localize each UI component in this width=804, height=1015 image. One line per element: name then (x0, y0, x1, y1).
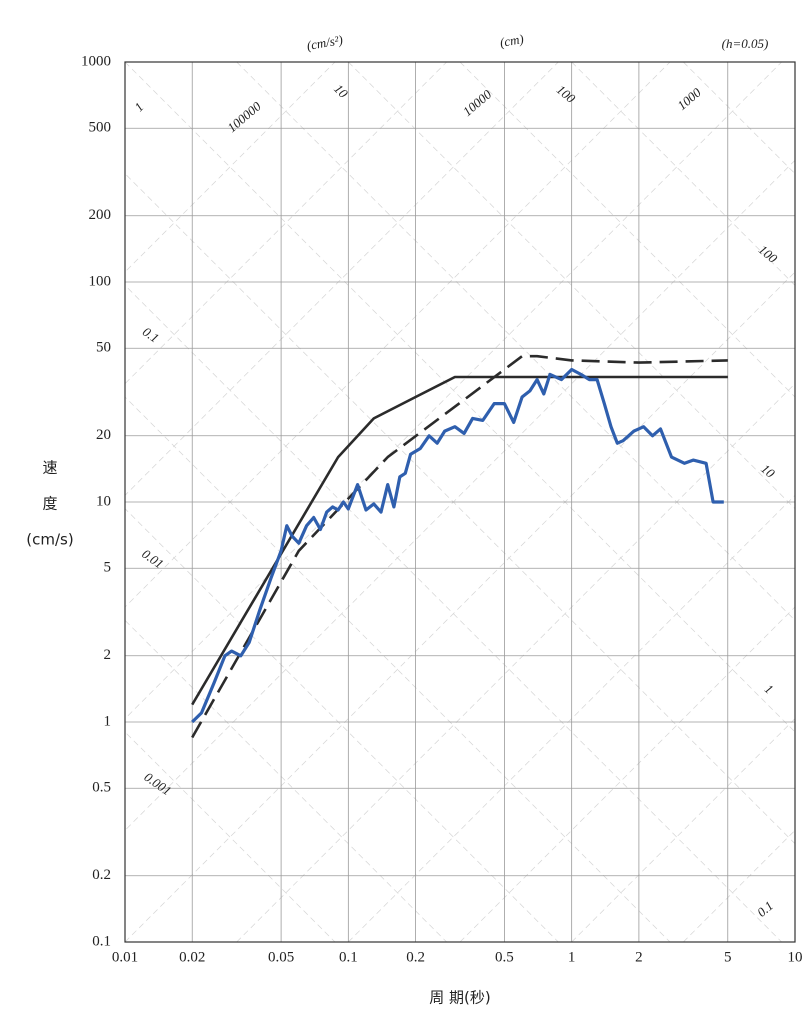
series-line (191, 375, 728, 706)
annotation: 0.01 (139, 546, 166, 571)
plot-frame (124, 61, 796, 943)
annotation: 10 (758, 461, 778, 481)
y-tick-label: 200 (89, 207, 112, 223)
y-tick-label: 20 (96, 427, 111, 443)
annotation: 1 (762, 681, 777, 697)
annotation: 100 (756, 242, 781, 266)
x-tick-label: 0.5 (495, 949, 514, 965)
series-line (191, 354, 728, 739)
y-tick-label: 500 (89, 120, 112, 136)
diagonal-line (794, 62, 795, 63)
y-tick-label: 2 (104, 647, 112, 663)
y-axis-label: (cm/s) (26, 531, 73, 549)
x-tick-label: 0.1 (339, 949, 358, 965)
y-axis-label: 度 (42, 495, 57, 513)
annotation: 1 (131, 99, 146, 114)
x-tick-label: 0.02 (179, 949, 205, 965)
x-tick-label: 5 (724, 949, 732, 965)
annotation: 100 (554, 82, 579, 106)
annotation: 1000 (674, 84, 704, 113)
x-tick-label: 10 (788, 949, 803, 965)
x-tick-label: 2 (635, 949, 643, 965)
x-tick-label: 0.05 (268, 949, 294, 965)
y-tick-label: 0.2 (92, 867, 111, 883)
y-tick-label: 50 (96, 340, 111, 356)
annotation: (h=0.05) (722, 36, 769, 51)
series-line (191, 367, 724, 724)
y-tick-label: 1000 (81, 53, 111, 69)
y-tick-label: 0.5 (92, 780, 111, 796)
x-tick-label: 1 (568, 949, 576, 965)
annotation: 0.1 (754, 898, 776, 920)
y-tick-label: 5 (104, 560, 112, 576)
annotation: (cm/s²) (306, 32, 344, 53)
diagonal-line (794, 941, 795, 942)
x-axis-label: 周 期(秒) (429, 989, 490, 1007)
y-tick-label: 100 (89, 273, 112, 289)
annotation: (cm) (499, 31, 525, 50)
annotation: 0.001 (142, 769, 175, 798)
x-tick-label: 0.01 (112, 949, 138, 965)
annotation: 100000 (224, 98, 264, 135)
y-axis-label: 速 (42, 459, 57, 477)
x-tick-label: 0.2 (406, 949, 425, 965)
y-tick-label: 1 (104, 713, 112, 729)
annotation: 0.1 (140, 324, 162, 346)
y-tick-label: 10 (96, 493, 111, 509)
y-tick-label: 0.1 (92, 933, 111, 949)
